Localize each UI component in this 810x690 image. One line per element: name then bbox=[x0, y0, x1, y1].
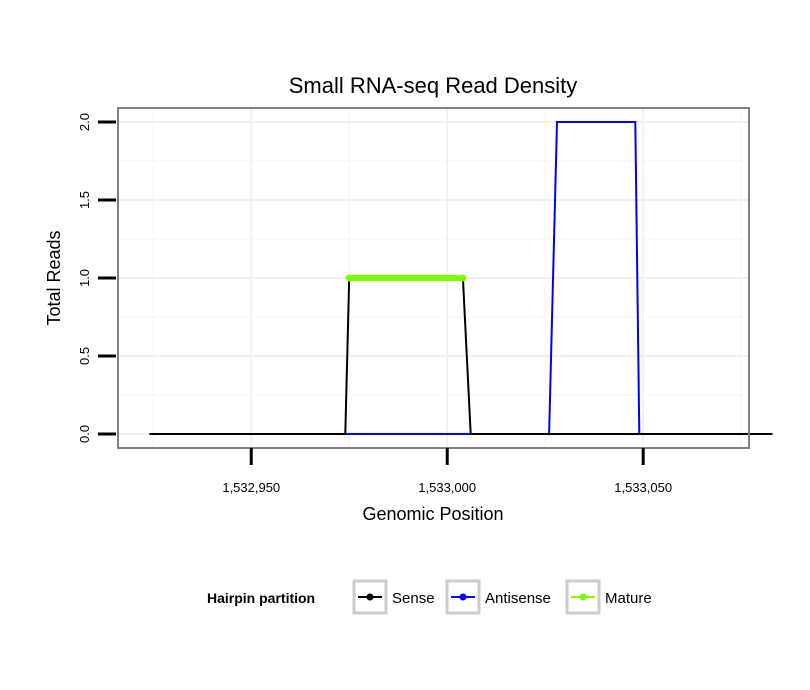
y-tick-label-4: 2.0 bbox=[77, 113, 92, 131]
y-tick-label-0: 0.0 bbox=[77, 425, 92, 443]
mature-point-0 bbox=[345, 274, 353, 282]
x-tick-label-1: 1,533,000 bbox=[418, 480, 476, 495]
legend-label-sense: Sense bbox=[392, 590, 435, 607]
legend-key-point-mature bbox=[579, 593, 587, 601]
legend-key-point-antisense bbox=[459, 593, 467, 601]
legend-key-point-sense bbox=[366, 593, 374, 601]
legend: Hairpin partition Sense Antisense Mature bbox=[207, 579, 652, 615]
chart-title: Small RNA-seq Read Density bbox=[289, 73, 578, 98]
x-tick-label-2: 1,533,050 bbox=[614, 480, 672, 495]
legend-label-mature: Mature bbox=[605, 590, 652, 607]
plot-border bbox=[117, 107, 750, 449]
x-tick-label-0: 1,532,950 bbox=[222, 480, 280, 495]
y-tick-label-1: 0.5 bbox=[77, 347, 92, 365]
y-tick-label-2: 1.0 bbox=[77, 269, 92, 287]
y-axis-title: Total Reads bbox=[44, 230, 64, 325]
legend-label-antisense: Antisense bbox=[485, 590, 551, 607]
y-tick-label-3: 1.5 bbox=[77, 191, 92, 209]
x-axis-ticks: 1,532,950 1,533,000 1,533,050 bbox=[222, 448, 672, 495]
x-axis-title: Genomic Position bbox=[362, 504, 503, 524]
y-axis-ticks: 0.0 0.5 1.0 1.5 2.0 bbox=[77, 113, 116, 443]
legend-title: Hairpin partition bbox=[207, 590, 315, 606]
mature-point-1 bbox=[459, 274, 467, 282]
series-layer bbox=[149, 121, 773, 435]
